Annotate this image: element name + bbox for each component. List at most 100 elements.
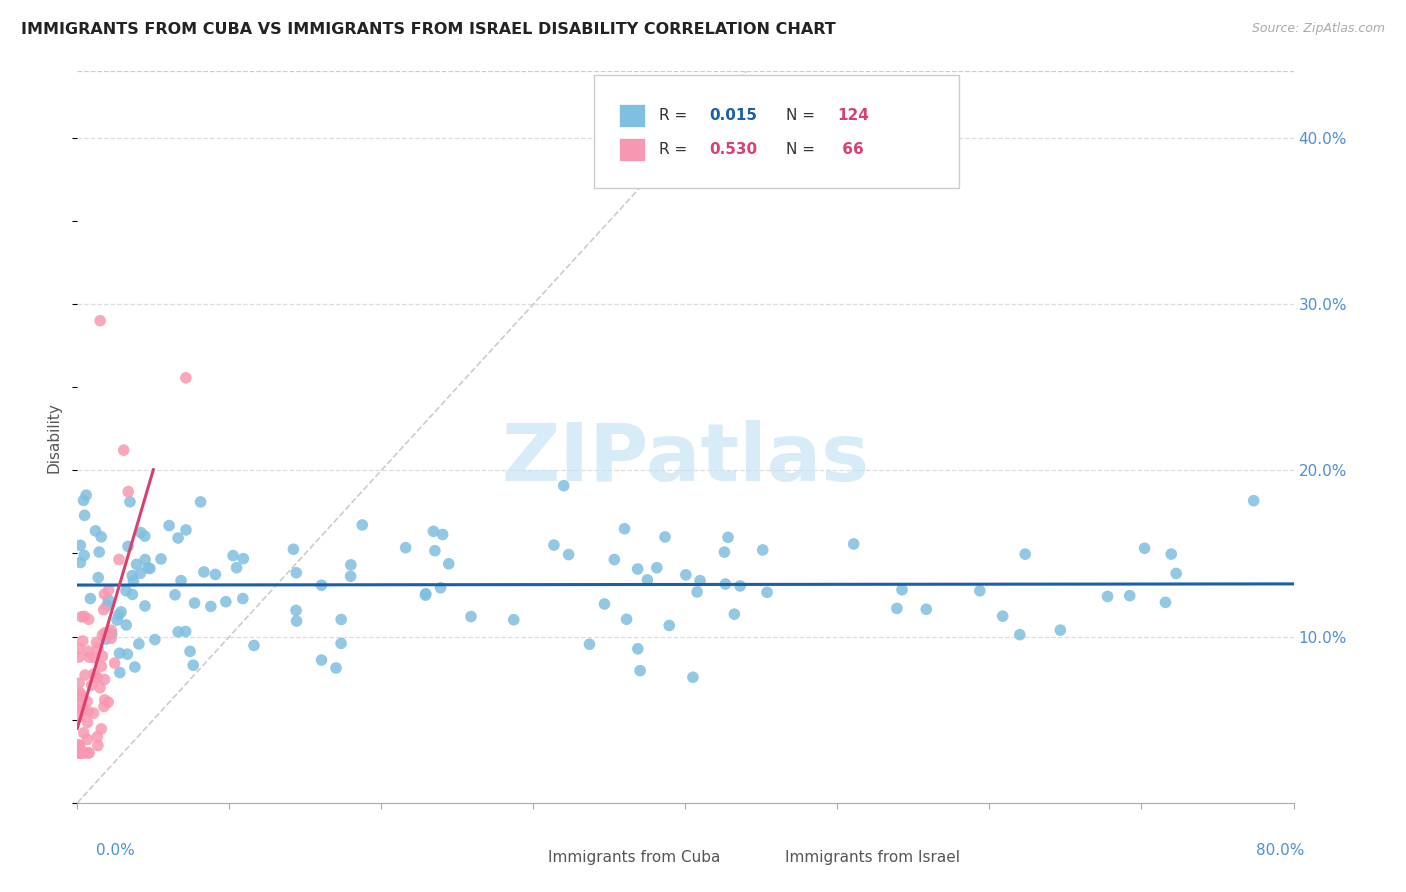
Point <box>183 596 205 610</box>
Point <box>200 599 222 614</box>
Point <box>179 644 201 658</box>
Point <box>76 715 98 730</box>
Point <box>72 493 94 508</box>
Point <box>72 704 94 718</box>
Point <box>190 495 212 509</box>
Point <box>73 549 96 563</box>
Point <box>70 746 93 760</box>
Point <box>87 641 110 656</box>
Point <box>1243 493 1265 508</box>
Point <box>991 609 1014 624</box>
Point <box>96 599 118 613</box>
Point <box>105 613 128 627</box>
Point <box>97 593 120 607</box>
Point <box>232 551 254 566</box>
Point <box>77 612 100 626</box>
Point <box>157 518 180 533</box>
Point <box>645 560 668 574</box>
Point <box>89 545 111 559</box>
Point <box>90 659 112 673</box>
Point <box>593 597 616 611</box>
Point <box>70 746 93 760</box>
Point <box>69 687 91 701</box>
Point <box>603 552 626 566</box>
Point <box>76 732 98 747</box>
Point <box>167 624 190 639</box>
Point <box>129 566 152 581</box>
Point <box>70 746 93 760</box>
Text: 0.0%: 0.0% <box>96 843 135 858</box>
Point <box>139 561 162 575</box>
Text: N =: N = <box>786 142 820 157</box>
Point <box>125 558 148 572</box>
Point <box>891 582 914 597</box>
Point <box>124 660 146 674</box>
Text: Immigrants from Cuba: Immigrants from Cuba <box>548 850 720 865</box>
Point <box>728 579 751 593</box>
Text: R =: R = <box>658 108 692 123</box>
Point <box>75 488 97 502</box>
Point <box>658 618 681 632</box>
Point <box>67 710 90 724</box>
Point <box>91 648 114 663</box>
Point <box>330 636 353 650</box>
Point <box>90 530 112 544</box>
Point <box>616 612 638 626</box>
Point <box>79 650 101 665</box>
Point <box>93 603 115 617</box>
Point <box>87 571 110 585</box>
Point <box>150 552 173 566</box>
Point <box>90 722 112 736</box>
Point <box>340 558 363 572</box>
Point <box>70 690 93 704</box>
Point <box>429 581 451 595</box>
Point <box>86 671 108 685</box>
Point <box>110 605 132 619</box>
Point <box>502 613 524 627</box>
Point <box>675 567 697 582</box>
Point <box>100 632 122 646</box>
Point <box>129 525 152 540</box>
Bar <box>515 847 541 871</box>
Point <box>1008 627 1031 641</box>
Point <box>79 591 101 606</box>
Point <box>460 609 482 624</box>
Text: N =: N = <box>786 108 820 123</box>
Point <box>108 607 131 622</box>
Point <box>108 552 131 566</box>
Point <box>93 587 115 601</box>
Point <box>285 603 308 617</box>
Point <box>283 542 305 557</box>
Text: Immigrants from Israel: Immigrants from Israel <box>785 850 960 865</box>
Point <box>73 726 96 740</box>
Point <box>83 650 105 665</box>
Point <box>76 746 98 760</box>
Point <box>69 538 91 552</box>
Point <box>67 697 90 711</box>
Point <box>112 443 135 458</box>
Point <box>72 634 94 648</box>
Point <box>915 602 938 616</box>
Point <box>86 730 108 744</box>
Point <box>100 624 122 638</box>
Point <box>94 632 117 647</box>
Point <box>89 681 111 695</box>
Point <box>73 668 96 682</box>
Point <box>80 678 103 692</box>
Point <box>578 637 600 651</box>
Point <box>87 739 110 753</box>
Point <box>713 545 735 559</box>
Point <box>136 560 159 574</box>
Point <box>193 565 215 579</box>
Point <box>352 518 374 533</box>
Text: Source: ZipAtlas.com: Source: ZipAtlas.com <box>1251 22 1385 36</box>
Point <box>330 613 353 627</box>
Point <box>93 673 115 687</box>
Point <box>311 653 333 667</box>
Point <box>122 574 145 588</box>
Point <box>69 686 91 700</box>
Point <box>73 746 96 760</box>
Point <box>415 588 437 602</box>
Point <box>311 578 333 592</box>
Point <box>117 647 139 661</box>
